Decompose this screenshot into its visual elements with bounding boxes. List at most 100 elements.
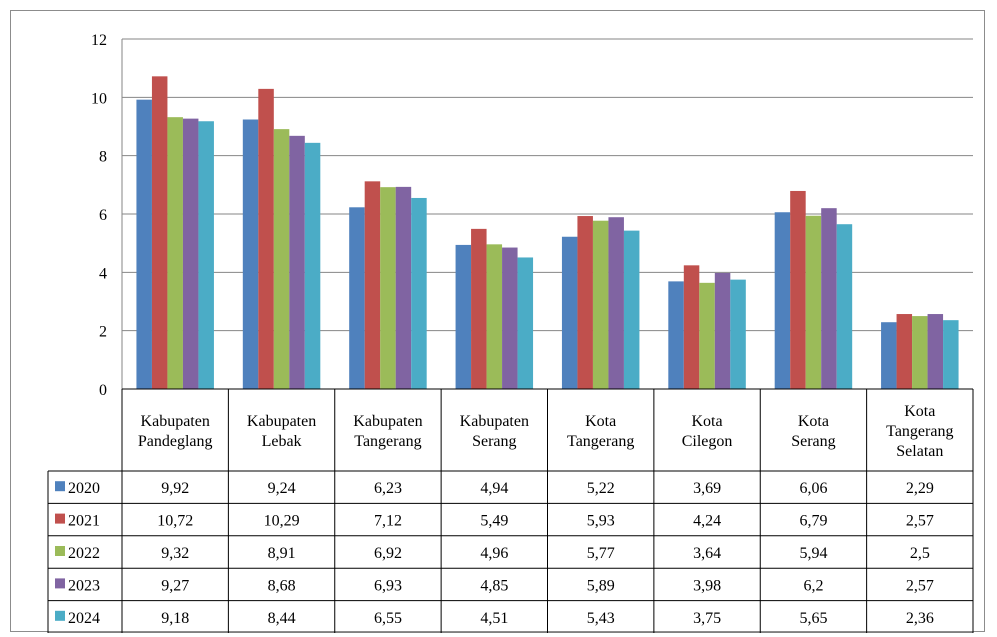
legend-key-2023 — [55, 578, 65, 589]
data-label-2024-3: 4,51 — [480, 610, 508, 627]
data-label-2023-4: 5,89 — [587, 577, 615, 594]
bar-2020-1 — [242, 119, 259, 389]
y-tick-label: 0 — [99, 382, 107, 399]
bar-2021-5 — [683, 265, 700, 389]
data-label-2023-0: 9,27 — [161, 577, 189, 594]
data-label-2020-5: 3,69 — [693, 480, 721, 497]
bar-2022-4 — [592, 220, 609, 389]
data-label-2022-0: 9,32 — [161, 545, 189, 562]
data-label-2024-2: 6,55 — [374, 610, 402, 627]
bar-2020-5 — [668, 281, 684, 389]
data-label-2024-4: 5,43 — [587, 610, 615, 627]
category-label: Kota Tangerang Selatan — [886, 403, 953, 460]
legend-key-2024 — [55, 610, 65, 621]
bar-2022-0 — [167, 117, 183, 390]
legend-key-2022 — [55, 546, 65, 556]
bar-2020-7 — [881, 322, 897, 389]
category-label: Kabupaten Serang — [460, 413, 529, 450]
bar-2024-5 — [730, 279, 746, 389]
legend-key-2021 — [55, 513, 65, 524]
data-label-2020-0: 9,92 — [161, 480, 189, 497]
data-label-2022-6: 5,94 — [799, 545, 827, 562]
data-label-2024-1: 8,44 — [268, 610, 296, 627]
bar-2020-3 — [455, 244, 472, 389]
y-tick-label: 6 — [99, 207, 107, 224]
bar-2022-6 — [805, 215, 822, 389]
bar-2023-0 — [182, 118, 199, 389]
legend-key-2020 — [55, 481, 65, 492]
bar-2021-4 — [577, 216, 593, 389]
y-tick-label: 10 — [91, 90, 107, 107]
legend-label-2021: 2021 — [68, 513, 100, 530]
bar-2021-3 — [471, 228, 487, 389]
bar-2020-0 — [136, 99, 152, 390]
bar-2023-4 — [608, 217, 624, 389]
bar-2024-7 — [943, 320, 959, 389]
data-label-2023-7: 2,57 — [906, 577, 934, 594]
bar-2023-5 — [714, 272, 731, 389]
bar-2023-1 — [289, 135, 305, 389]
data-label-2021-7: 2,57 — [906, 513, 934, 530]
bar-2024-4 — [623, 230, 640, 389]
bar-2021-0 — [151, 76, 168, 389]
bar-2021-2 — [364, 181, 381, 389]
bar-2021-7 — [896, 314, 913, 389]
bar-2023-2 — [395, 186, 412, 389]
data-label-2024-7: 2,36 — [906, 610, 934, 627]
bar-2024-6 — [836, 224, 853, 389]
bar-2020-6 — [774, 212, 791, 389]
data-label-2023-1: 8,68 — [268, 577, 296, 594]
legend-label-2023: 2023 — [68, 577, 100, 594]
data-label-2022-1: 8,91 — [268, 545, 296, 562]
data-label-2021-6: 6,79 — [799, 513, 827, 530]
data-label-2023-5: 3,98 — [693, 577, 721, 594]
bar-2024-0 — [198, 121, 214, 389]
data-label-2020-3: 4,94 — [480, 480, 508, 497]
legend-label-2022: 2022 — [68, 545, 100, 562]
data-label-2022-3: 4,96 — [480, 545, 508, 562]
data-label-2024-5: 3,75 — [693, 610, 721, 627]
data-label-2024-6: 5,65 — [799, 610, 827, 627]
data-label-2023-2: 6,93 — [374, 577, 402, 594]
bar-2022-5 — [699, 282, 715, 389]
bar-2023-7 — [927, 314, 944, 389]
legend-label-2024: 2024 — [68, 610, 100, 627]
data-label-2023-6: 6,2 — [803, 577, 823, 594]
data-label-2022-2: 6,92 — [374, 545, 402, 562]
bar-2021-6 — [790, 190, 806, 389]
category-label: Kota Serang — [791, 413, 835, 450]
data-label-2021-4: 5,93 — [587, 513, 615, 530]
data-label-2020-2: 6,23 — [374, 480, 402, 497]
data-label-2021-3: 5,49 — [480, 513, 508, 530]
bar-2022-2 — [380, 187, 396, 389]
bar-2020-2 — [349, 207, 365, 389]
data-label-2021-0: 10,72 — [157, 513, 193, 530]
y-tick-label: 12 — [91, 32, 107, 49]
data-label-2022-4: 5,77 — [587, 545, 615, 562]
data-label-2022-5: 3,64 — [693, 545, 721, 562]
data-label-2020-1: 9,24 — [268, 480, 296, 497]
category-label: Kota Cilegon — [682, 413, 733, 450]
data-label-2021-5: 4,24 — [693, 513, 721, 530]
bar-2022-3 — [486, 244, 503, 389]
category-label: Kota Tangerang — [567, 413, 634, 450]
bar-2023-3 — [502, 247, 518, 389]
y-tick-label: 4 — [99, 265, 107, 282]
bar-2021-1 — [258, 88, 274, 389]
bar-2023-6 — [821, 208, 837, 389]
bar-2024-1 — [304, 142, 321, 389]
data-label-2023-3: 4,85 — [480, 577, 508, 594]
data-label-2021-1: 10,29 — [264, 513, 300, 530]
category-label: Kabupaten Pandeglang — [138, 413, 213, 450]
bar-2020-4 — [561, 236, 578, 389]
category-label: Kabupaten Tangerang — [353, 413, 422, 450]
bar-chart-with-data-table: 0 2 4 6 8 10 12 Kabupaten Pandeglang Kabupaten Leb… — [47, 32, 974, 633]
bar-2022-7 — [912, 316, 928, 389]
data-label-2024-0: 9,18 — [161, 610, 189, 627]
bar-2022-1 — [273, 129, 290, 389]
legend-label-2020: 2020 — [68, 480, 100, 497]
data-label-2020-6: 6,06 — [799, 480, 827, 497]
y-tick-label: 2 — [99, 324, 107, 341]
y-tick-label: 8 — [99, 149, 107, 166]
chart-frame: 0 2 4 6 8 10 12 Kabupaten Pandeglang Kabupaten Leb… — [10, 10, 985, 633]
